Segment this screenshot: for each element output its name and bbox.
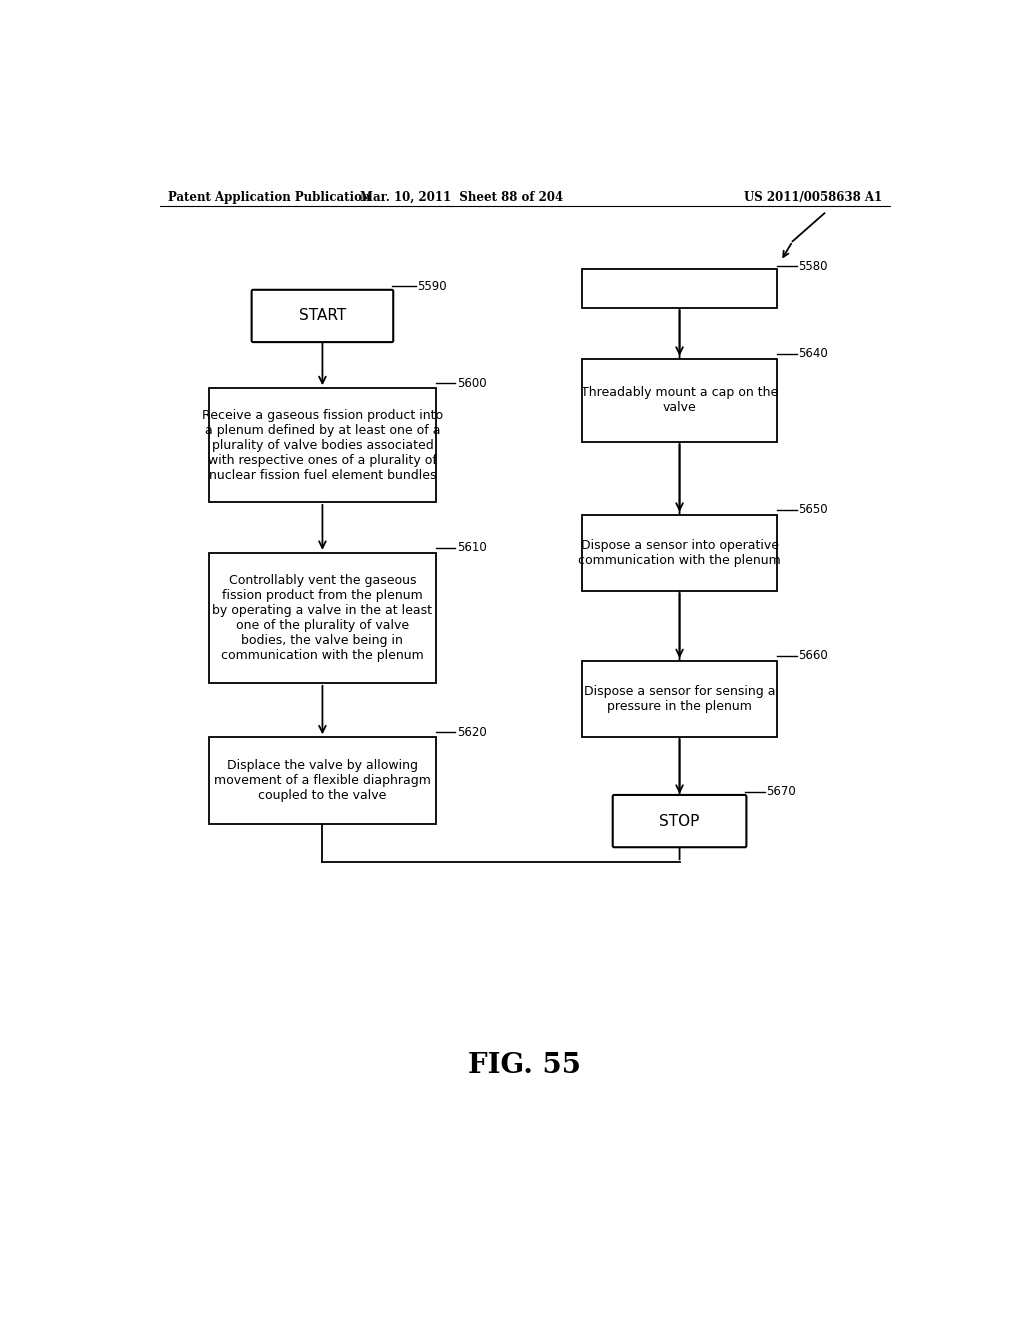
Text: Mar. 10, 2011  Sheet 88 of 204: Mar. 10, 2011 Sheet 88 of 204 [359, 190, 563, 203]
Text: 5580: 5580 [798, 260, 827, 273]
Text: 5610: 5610 [457, 541, 486, 554]
Bar [209, 738, 435, 824]
Text: Threadably mount a cap on the
valve: Threadably mount a cap on the valve [581, 387, 778, 414]
Text: Dispose a sensor for sensing a
pressure in the plenum: Dispose a sensor for sensing a pressure … [584, 685, 775, 713]
FancyBboxPatch shape [612, 795, 746, 847]
Bar [583, 359, 777, 442]
Text: STOP: STOP [659, 813, 699, 829]
Text: 5590: 5590 [417, 280, 446, 293]
Text: Patent Application Publication: Patent Application Publication [168, 190, 371, 203]
Text: Displace the valve by allowing
movement of a flexible diaphragm
coupled to the v: Displace the valve by allowing movement … [214, 759, 431, 803]
Text: 5660: 5660 [798, 649, 828, 663]
Bar [209, 553, 435, 682]
Bar [583, 269, 777, 308]
Text: Controllably vent the gaseous
fission product from the plenum
by operating a val: Controllably vent the gaseous fission pr… [212, 574, 432, 661]
Text: 5670: 5670 [766, 785, 797, 799]
Text: US 2011/0058638 A1: US 2011/0058638 A1 [743, 190, 882, 203]
Text: 5600: 5600 [457, 376, 486, 389]
Text: Dispose a sensor into operative
communication with the plenum: Dispose a sensor into operative communic… [579, 539, 781, 566]
Text: 5650: 5650 [798, 503, 827, 516]
Bar [583, 661, 777, 738]
Text: Receive a gaseous fission product into
a plenum defined by at least one of a
plu: Receive a gaseous fission product into a… [202, 408, 443, 482]
Bar [209, 388, 435, 502]
Text: 5640: 5640 [798, 347, 828, 360]
Text: 5620: 5620 [457, 726, 486, 739]
Text: START: START [299, 309, 346, 323]
FancyBboxPatch shape [252, 290, 393, 342]
Bar [583, 515, 777, 591]
Text: FIG. 55: FIG. 55 [468, 1052, 582, 1078]
